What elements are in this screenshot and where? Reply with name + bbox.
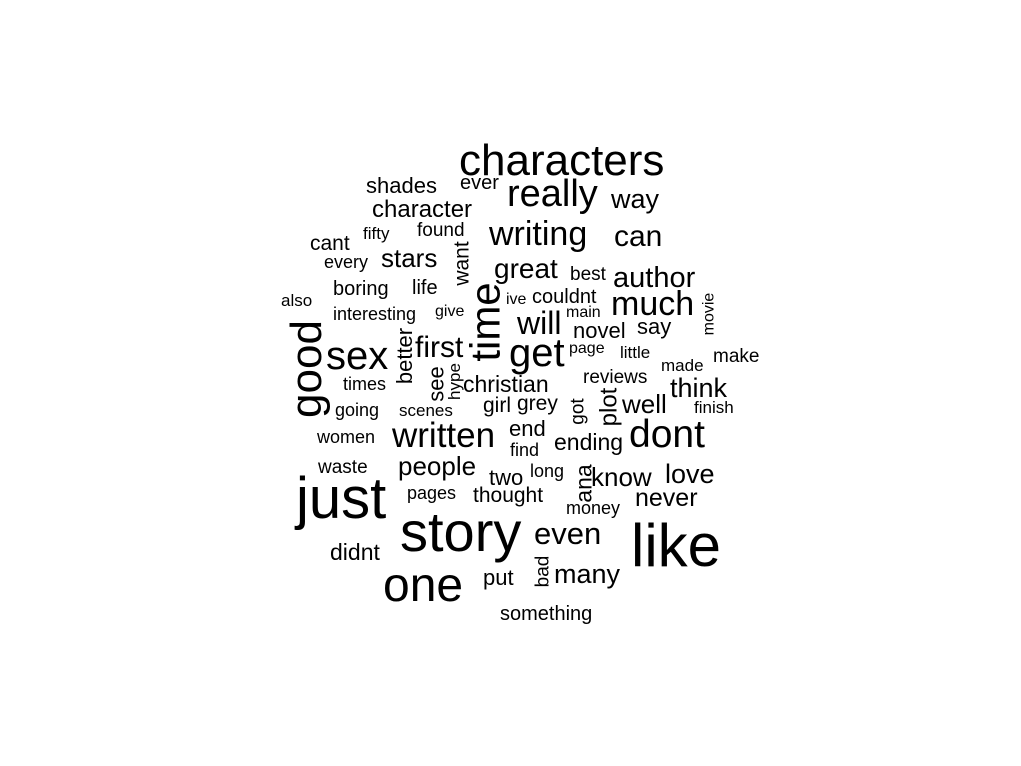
word-didnt: didnt	[330, 539, 380, 565]
word-one: one	[383, 559, 464, 612]
word-main: main	[566, 304, 601, 321]
word-better: better	[392, 327, 418, 385]
word-novel: novel	[573, 318, 626, 343]
word-just: just	[296, 466, 387, 531]
word-cant: cant	[310, 232, 350, 255]
word-waste: waste	[318, 457, 368, 478]
word-put: put	[483, 565, 514, 590]
word-sex: sex	[326, 334, 389, 378]
word-way: way	[611, 184, 660, 214]
word-boring: boring	[333, 278, 389, 300]
word-shades: shades	[366, 173, 437, 198]
word-thought: thought	[473, 484, 544, 507]
word-even: even	[534, 516, 602, 551]
word-people: people	[398, 451, 477, 481]
word-bad: bad	[532, 555, 554, 588]
word-ever: ever	[460, 172, 499, 194]
word-going: going	[335, 400, 380, 420]
word-two: two	[489, 465, 524, 490]
word-plot: plot	[595, 387, 623, 427]
word-much: much	[611, 285, 695, 323]
word-written: written	[392, 416, 496, 455]
word-find: find	[510, 440, 540, 460]
word-many: many	[554, 559, 621, 589]
word-best: best	[570, 264, 606, 285]
word-page: page	[569, 340, 605, 357]
word-ending: ending	[554, 429, 624, 455]
word-movie: movie	[700, 292, 718, 336]
word-every: every	[324, 252, 369, 272]
word-also: also	[281, 291, 313, 310]
word-well: well	[622, 389, 667, 419]
word-like: like	[631, 512, 722, 579]
word-end: end	[509, 416, 546, 441]
word-never: never	[635, 484, 698, 512]
word-times: times	[343, 374, 387, 394]
word-can: can	[614, 220, 663, 253]
word-think: think	[670, 373, 728, 403]
word-really: really	[507, 173, 598, 215]
word-know: know	[591, 462, 652, 492]
word-found: found	[417, 220, 465, 241]
word-make: make	[713, 346, 760, 367]
word-great: great	[494, 253, 558, 284]
word-character: character	[372, 196, 473, 223]
word-characters: characters	[459, 136, 665, 185]
word-fifty: fifty	[363, 224, 390, 243]
word-interesting: interesting	[333, 304, 417, 324]
word-good: good	[281, 320, 331, 418]
word-made: made	[661, 356, 704, 375]
word-stars: stars	[381, 243, 438, 273]
word-writing: writing	[489, 215, 588, 253]
word-get: get	[509, 331, 565, 375]
word-got: got	[567, 398, 589, 425]
word-will: will	[517, 305, 562, 341]
word-couldnt: couldnt	[532, 286, 597, 308]
word-give: give	[435, 303, 465, 320]
word-pages: pages	[407, 483, 457, 503]
word-women: women	[317, 427, 376, 447]
word-hype: hype	[444, 363, 464, 400]
word-christian: christian	[463, 371, 549, 397]
word-finish: finish	[694, 398, 734, 417]
word-dont: dont	[629, 413, 705, 456]
word-something: something	[500, 603, 593, 625]
word-time: time	[461, 282, 509, 362]
word-author: author	[613, 262, 696, 294]
word-story: story	[400, 500, 522, 563]
word-grey: grey	[517, 392, 558, 415]
word-girl: girl	[483, 394, 512, 417]
word-say: say	[637, 314, 672, 339]
word-scenes: scenes	[399, 401, 453, 420]
word-little: little	[620, 343, 651, 362]
word-long: long	[530, 461, 565, 481]
word-ive: ive	[506, 291, 527, 308]
word-want: want	[450, 241, 474, 286]
word-reviews: reviews	[583, 367, 648, 388]
word-money: money	[566, 498, 621, 518]
word-first: first	[415, 331, 464, 364]
word-love: love	[665, 459, 715, 489]
word-life: life	[412, 277, 438, 299]
